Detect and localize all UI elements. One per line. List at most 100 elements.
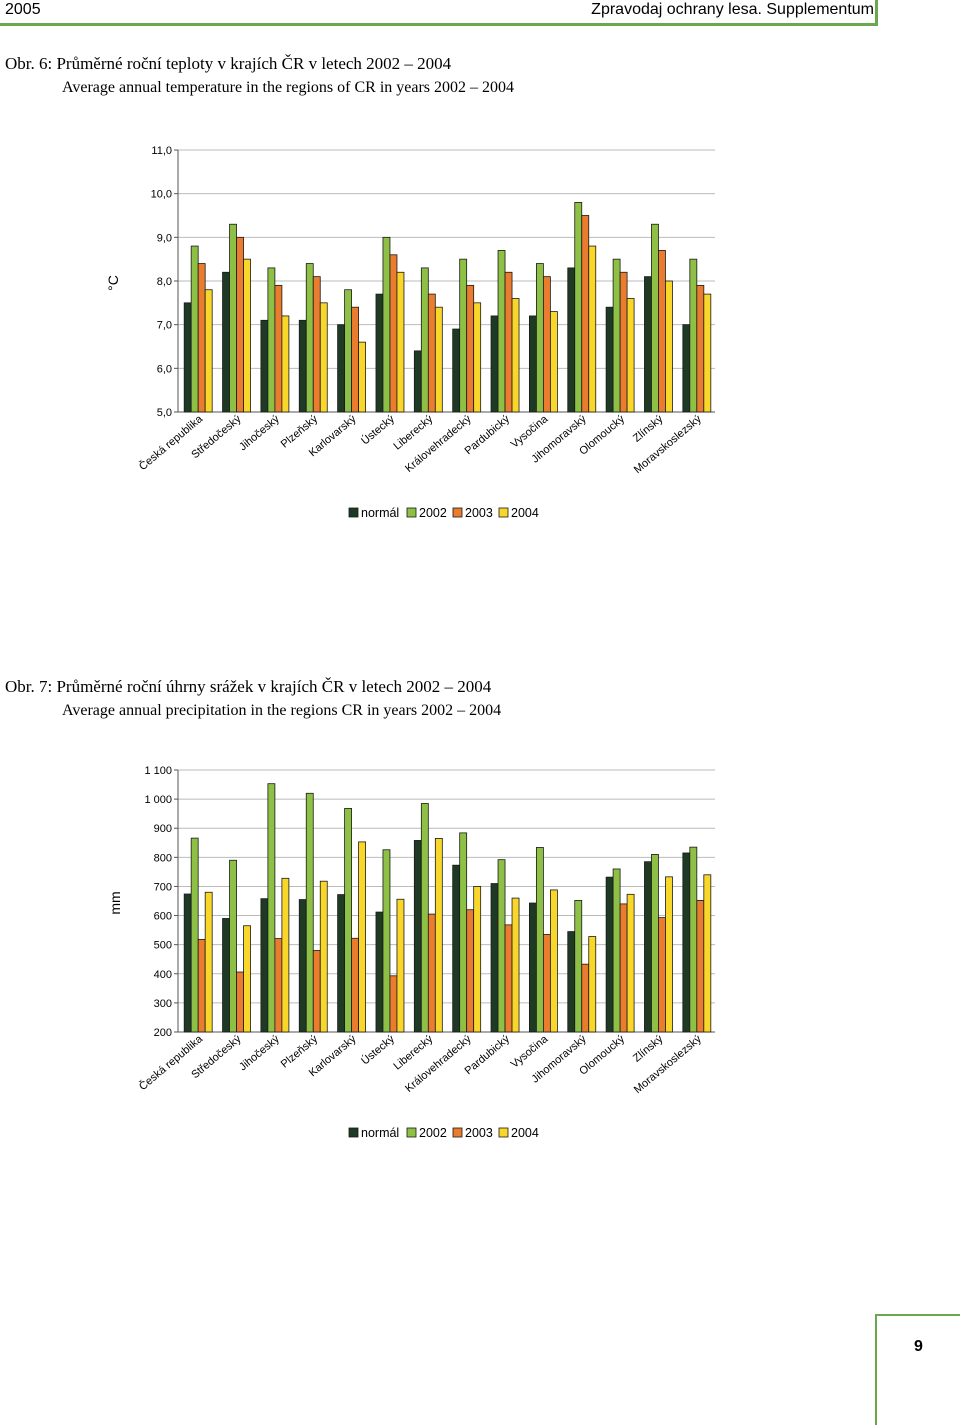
bar-2002-plzensky	[305, 792, 314, 1033]
legend-swatch-2004	[498, 507, 509, 518]
bar-2002-liberecky	[420, 803, 429, 1033]
y-tick-label: 8,0	[157, 276, 172, 288]
bar-2004-pardubicky	[511, 897, 520, 1033]
bar-2002-stredocesky	[229, 223, 237, 413]
bar-2002-plzensky	[305, 263, 314, 413]
bar-2004-jihomoravsky	[588, 936, 597, 1033]
bar-2004-zlinsky	[665, 876, 673, 1033]
y-tick-label: 10,0	[151, 189, 172, 201]
legend-swatch-2003	[452, 1127, 463, 1138]
bar-2003-ustecky	[389, 254, 398, 413]
bar-normal-karlovarsky	[337, 324, 346, 413]
bar-2002-vysocina	[535, 847, 544, 1033]
bar-2004-olomoucky	[626, 893, 635, 1033]
legend-label-normal: normál	[361, 1126, 399, 1140]
y-tick-label: 6,0	[157, 363, 172, 375]
bar-2002-ustecky	[382, 849, 391, 1033]
category-label-zlinsky: Zlínský	[631, 1033, 666, 1065]
bar-2003-ustecky	[389, 975, 398, 1033]
bar-normal-kralovehradecky	[452, 328, 461, 413]
bar-2002-pardubicky	[497, 250, 506, 413]
y-tick-label: 1 100	[144, 765, 172, 777]
legend-swatch-2002	[406, 1127, 417, 1138]
bar-normal-ceska-republika	[183, 302, 192, 413]
bar-2004-stredocesky	[243, 258, 251, 413]
bar-normal-ustecky	[375, 911, 384, 1033]
bar-normal-pardubicky	[490, 883, 499, 1033]
bar-2004-jihocesky	[281, 877, 290, 1033]
y-tick-label: 5,0	[157, 407, 172, 419]
category-label-kralovehradecky: Královehradecký	[403, 1033, 474, 1095]
bar-2003-kralovehradecky	[466, 909, 475, 1033]
bar-normal-plzensky	[298, 899, 307, 1033]
y-tick-label: 1 000	[144, 794, 172, 806]
bar-2003-plzensky	[312, 950, 321, 1033]
bar-2004-jihomoravsky	[588, 245, 597, 413]
y-tick-label: 700	[154, 881, 172, 893]
bar-2002-jihocesky	[267, 783, 276, 1033]
bar-2003-zlinsky	[658, 250, 666, 413]
legend-swatch-2004	[498, 1127, 509, 1138]
bar-normal-liberecky	[413, 840, 422, 1033]
bar-2003-vysocina	[542, 934, 551, 1033]
bar-2004-zlinsky	[665, 280, 673, 413]
page-number-box: 9	[875, 1314, 960, 1425]
bar-2004-ceska-republika	[204, 289, 213, 413]
bar-2004-ustecky	[396, 898, 405, 1033]
bar-2003-pardubicky	[504, 271, 513, 413]
bar-2003-jihomoravsky	[581, 963, 590, 1033]
bar-2003-liberecky	[427, 293, 436, 413]
figure-7-subtitle: Average annual precipitation in the regi…	[62, 702, 502, 719]
legend-label-2002: 2002	[419, 1126, 447, 1140]
legend-label-2004: 2004	[511, 1126, 539, 1140]
precipitation-chart: 1 100 1 000 900 800 700 600 500 400 300 200 mm Česk…	[107, 765, 715, 1140]
bar-normal-ustecky	[375, 293, 384, 413]
bar-2004-ustecky	[396, 271, 405, 413]
bar-normal-zlinsky	[644, 276, 652, 413]
bar-normal-olomoucky	[605, 306, 614, 413]
bar-normal-pardubicky	[490, 315, 499, 413]
legend-label-normal: normál	[361, 506, 399, 520]
bar-normal-ceska-republika	[183, 893, 192, 1033]
bar-2003-stredocesky	[236, 236, 244, 413]
legend-label-2003: 2003	[465, 1126, 493, 1140]
y-tick-label: 200	[154, 1027, 172, 1039]
bar-2003-ceska-republika	[197, 939, 206, 1033]
header-rule	[0, 23, 875, 26]
bar-2002-jihomoravsky	[574, 202, 583, 413]
bar-2003-karlovarsky	[351, 306, 360, 413]
bar-2002-olomoucky	[612, 258, 621, 413]
header-year: 2005	[5, 1, 41, 18]
category-label-ceska-republika: Česká republika	[136, 1032, 205, 1093]
bar-2003-plzensky	[312, 276, 321, 413]
y-tick-label: 600	[154, 911, 172, 923]
bar-normal-vysocina	[528, 315, 537, 413]
legend-label-2003: 2003	[465, 506, 493, 520]
y-tick-label: 300	[154, 998, 172, 1010]
legend-swatch-normal	[348, 507, 359, 518]
page-header: 2005 Zpravodaj ochrany lesa. Supplementu…	[0, 0, 960, 26]
bar-2002-ceska-republika	[190, 837, 199, 1033]
bar-2002-kralovehradecky	[459, 832, 468, 1033]
category-label-moravskoslezsky: Moravskoslezský	[632, 1033, 704, 1096]
bar-2002-vysocina	[535, 263, 544, 413]
bar-2002-stredocesky	[229, 859, 237, 1033]
bar-2003-vysocina	[542, 276, 551, 413]
y-tick-label: 7,0	[157, 320, 172, 332]
y-axis-label: mm	[107, 891, 123, 914]
y-tick-label: 9,0	[157, 232, 172, 244]
y-tick-label: 800	[154, 852, 172, 864]
bar-2003-moravskoslezsky	[696, 284, 705, 413]
legend-swatch-2003	[452, 507, 463, 518]
y-tick-label: 400	[154, 969, 172, 981]
bar-2003-pardubicky	[504, 924, 513, 1033]
bar-2003-olomoucky	[619, 271, 628, 413]
bar-2004-plzensky	[319, 302, 328, 413]
legend-label-2002: 2002	[419, 506, 447, 520]
bar-2002-jihocesky	[267, 267, 276, 413]
bar-normal-jihocesky	[260, 898, 269, 1033]
category-label-kralovehradecky: Královehradecký	[403, 413, 474, 475]
y-tick-label: 500	[154, 940, 172, 952]
bar-2003-olomoucky	[619, 903, 628, 1033]
bar-2003-moravskoslezsky	[696, 900, 705, 1033]
